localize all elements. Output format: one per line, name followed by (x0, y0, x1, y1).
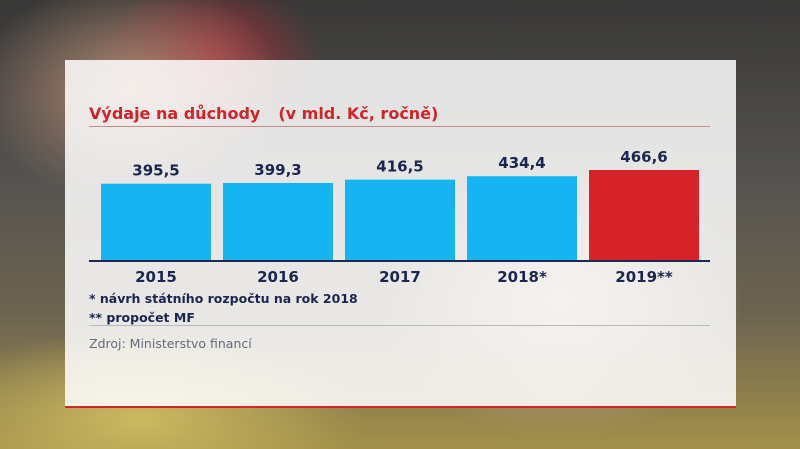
category-label-1: 2016 (257, 268, 299, 286)
source-text: Zdroj: Ministerstvo financí (89, 336, 252, 351)
value-label-1: 399,3 (254, 161, 301, 179)
title-divider (89, 126, 710, 127)
value-label-4: 466,6 (620, 148, 667, 166)
bar-1 (223, 182, 333, 260)
value-label-0: 395,5 (132, 162, 179, 180)
category-label-3: 2018* (497, 268, 547, 286)
chart-baseline (89, 260, 710, 262)
value-label-3: 434,4 (498, 154, 545, 172)
footnote-2: ** propočet MF (89, 310, 195, 325)
chart-panel: Výdaje na důchody (v mld. Kč, ročně) 395,… (65, 60, 736, 408)
category-label-0: 2015 (135, 268, 177, 286)
category-label-4: 2019** (615, 268, 673, 286)
bar-4 (589, 170, 699, 260)
bar-chart: 395,5 2015 399,3 2016 416,5 2017 434,4 2018* 466… (101, 148, 699, 286)
chart-title-row: Výdaje na důchody (v mld. Kč, ročně) (89, 104, 438, 123)
footnotes: * návrh státního rozpočtu na rok 2018 **… (89, 289, 358, 327)
footnote-1: * návrh státního rozpočtu na rok 2018 (89, 291, 358, 306)
bar-0 (101, 183, 211, 260)
bar-2 (345, 179, 455, 260)
category-label-2: 2017 (379, 268, 421, 286)
chart-title: Výdaje na důchody (89, 104, 261, 123)
source-divider (89, 325, 710, 326)
chart-subtitle: (v mld. Kč, ročně) (278, 104, 439, 123)
bar-3 (467, 176, 577, 260)
value-label-2: 416,5 (376, 158, 423, 176)
